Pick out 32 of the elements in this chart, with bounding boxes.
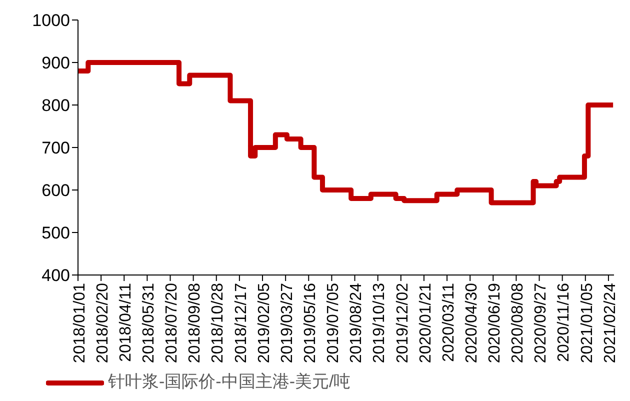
- x-tick-label: 2018/04/11: [117, 282, 134, 362]
- x-tick-label: 2020/06/19: [486, 282, 504, 364]
- y-tick-label: 600: [42, 181, 70, 200]
- y-tick-label: 400: [42, 266, 70, 286]
- x-tick-label: 2018/09/08: [186, 282, 204, 364]
- x-tick-label: 2019/05/16: [302, 282, 319, 364]
- y-tick-label: 700: [42, 138, 70, 158]
- x-tick-label: 2020/08/08: [510, 282, 527, 364]
- x-tick-label: 2019/10/13: [371, 282, 388, 364]
- x-tick-label: 2018/02/20: [94, 282, 112, 364]
- x-tick-label: 2019/08/24: [348, 282, 366, 364]
- y-tick-label: 1000: [32, 11, 70, 30]
- x-tick-label: 2020/04/30: [463, 282, 480, 364]
- x-tick-label: 2020/03/11: [440, 282, 458, 362]
- x-tick-label: 2019/12/02: [394, 282, 412, 364]
- x-tick-label: 2020/11/16: [556, 282, 573, 362]
- y-tick-label: 900: [42, 54, 70, 73]
- y-tick-label: 800: [42, 96, 70, 116]
- x-tick-label: 2019/02/05: [256, 282, 273, 364]
- x-tick-label: 2019/03/27: [278, 282, 296, 364]
- legend-label: 针叶浆-国际价-中国主港-美元/吨: [108, 371, 351, 393]
- x-tick-label: 2018/07/20: [164, 282, 181, 364]
- x-tick-label: 2018/01/01: [71, 282, 88, 364]
- x-tick-label: 2018/05/31: [140, 282, 158, 364]
- x-tick-label: 2018/10/28: [210, 282, 227, 364]
- x-tick-label: 2021/01/05: [578, 282, 596, 364]
- x-tick-label: 2020/01/21: [417, 282, 434, 364]
- x-tick-label: 2021/02/24: [602, 282, 619, 364]
- x-tick-label: 2018/12/17: [232, 282, 250, 364]
- x-tick-label: 2020/09/27: [532, 282, 550, 364]
- y-tick-label: 500: [42, 224, 70, 243]
- x-tick-label: 2019/07/05: [325, 282, 342, 364]
